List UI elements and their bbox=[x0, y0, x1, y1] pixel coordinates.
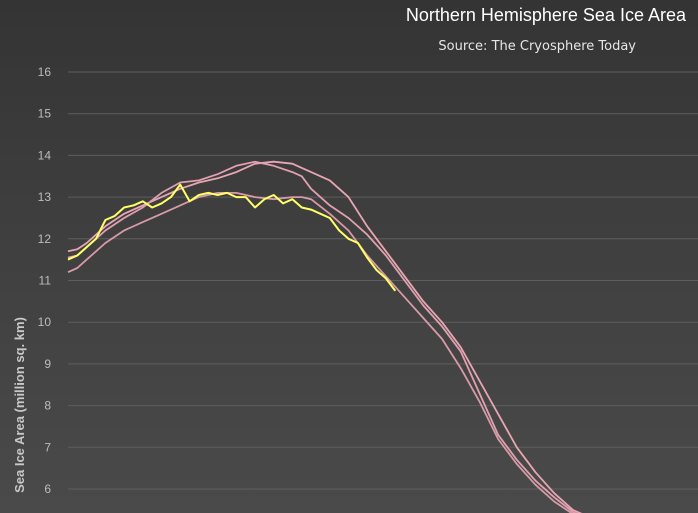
y-tick-label: 8 bbox=[44, 399, 51, 413]
series-line-4 bbox=[67, 183, 397, 292]
y-tick-label: 12 bbox=[38, 232, 52, 246]
y-tick-label: 15 bbox=[38, 107, 52, 121]
y-tick-label: 13 bbox=[38, 190, 52, 204]
series-line-2 bbox=[67, 160, 578, 513]
data-series bbox=[67, 160, 583, 513]
y-tick-label: 9 bbox=[44, 357, 51, 371]
series-line-1 bbox=[67, 160, 583, 513]
y-tick-label: 6 bbox=[44, 482, 51, 496]
series-line-3 bbox=[67, 191, 574, 513]
y-tick-label: 10 bbox=[38, 315, 52, 329]
y-tick-label: 16 bbox=[38, 65, 52, 79]
chart-title: Northern Hemisphere Sea Ice Area bbox=[405, 5, 686, 25]
grid-lines bbox=[68, 71, 698, 490]
y-tick-label: 14 bbox=[38, 148, 52, 162]
y-axis-title: Sea Ice Area (million sq. km) bbox=[12, 317, 27, 493]
chart-subtitle: Source: The Cryosphere Today bbox=[438, 39, 636, 54]
y-tick-label: 7 bbox=[44, 440, 51, 454]
y-tick-labels: 6 7 8 9 10 11 12 13 14 15 16 bbox=[38, 65, 52, 496]
y-tick-label: 11 bbox=[39, 274, 52, 288]
